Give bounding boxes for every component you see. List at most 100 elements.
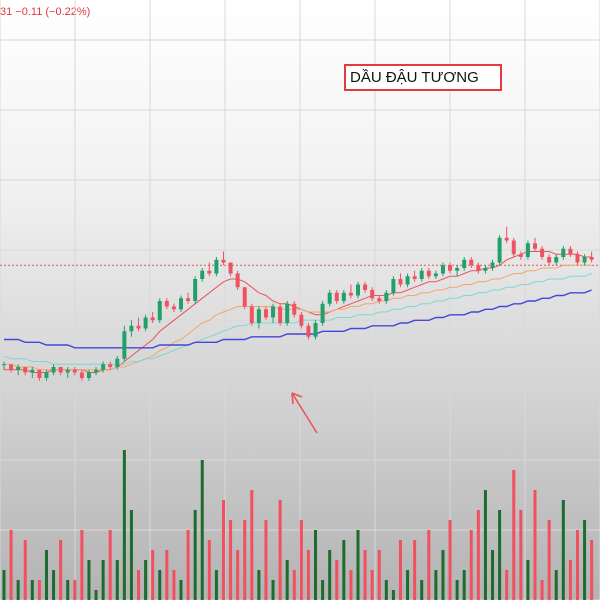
candle-body [249, 306, 254, 323]
volume-bar [512, 470, 516, 600]
candle-body [568, 248, 573, 255]
candle-body [207, 270, 212, 274]
volume-bar [321, 580, 325, 600]
candle-body [79, 372, 84, 378]
volume-bars [2, 450, 594, 600]
candle-body [320, 303, 325, 323]
candle-body [200, 270, 205, 279]
volume-bar [314, 530, 318, 600]
volume-bar [115, 560, 119, 600]
candle-body [561, 248, 566, 257]
volume-bar [278, 500, 282, 600]
volume-bar [80, 530, 84, 600]
volume-bar [207, 540, 211, 600]
candle-body [433, 273, 438, 277]
volume-bar [398, 540, 402, 600]
volume-bar [44, 550, 48, 600]
candle-body [384, 292, 389, 301]
candle-body [313, 323, 318, 337]
volume-bar [328, 550, 332, 600]
candle-body [256, 309, 261, 323]
candle-body [115, 358, 120, 367]
volume-bar [476, 510, 480, 600]
volume-bar [377, 550, 381, 600]
volume-bar [575, 530, 579, 600]
volume-bar [448, 520, 452, 600]
volume-bar [179, 580, 183, 600]
candle-body [334, 292, 339, 301]
volume-bar [250, 490, 254, 600]
candle-body [186, 298, 191, 301]
volume-bar [16, 580, 20, 600]
volume-bar [370, 570, 374, 600]
candle-body [504, 237, 509, 241]
candle-body [490, 262, 495, 268]
volume-bar [236, 550, 240, 600]
candle-body [554, 257, 559, 263]
volume-bar [2, 570, 6, 600]
candle-body [171, 306, 176, 310]
moving-average-line [4, 264, 592, 371]
volume-bar [243, 520, 247, 600]
volume-bar [221, 500, 225, 600]
candle-body [448, 265, 453, 271]
candle-body [533, 243, 537, 249]
volume-bar [52, 570, 56, 600]
price-change-readout: 31 −0.11 (−0.22%) [0, 6, 91, 18]
volume-bar [94, 590, 98, 600]
volume-bar [101, 560, 105, 600]
volume-bar [229, 520, 233, 600]
volume-bar [108, 530, 112, 600]
volume-bar [540, 580, 544, 600]
volume-bar [9, 530, 13, 600]
candle-body [299, 314, 304, 326]
candle-body [122, 331, 127, 359]
candle-body [455, 268, 460, 271]
candle-body [518, 254, 523, 257]
volume-bar [568, 560, 572, 600]
candle-body [214, 259, 219, 274]
candle-body [235, 273, 240, 288]
candle-body [157, 301, 162, 321]
candle-body [164, 301, 169, 307]
candle-body [263, 309, 268, 318]
volume-bar [200, 460, 204, 600]
candle-body [150, 317, 155, 321]
candle-body [497, 237, 502, 263]
candle-body [2, 364, 6, 366]
volume-bar [455, 580, 459, 600]
volume-bar [462, 570, 466, 600]
volume-bar [292, 570, 296, 600]
volume-bar [384, 580, 388, 600]
volume-bar [158, 570, 162, 600]
volume-bar [469, 530, 473, 600]
candle-body [370, 290, 375, 299]
red-arrow-annotation [291, 392, 318, 434]
candle-body [412, 276, 417, 279]
candle-body [86, 372, 91, 378]
moving-average-line [4, 289, 592, 349]
volume-bar [129, 510, 133, 600]
candle-body [540, 248, 545, 257]
candle-body [589, 257, 594, 260]
volume-bar [349, 570, 353, 600]
volume-bar [356, 530, 360, 600]
candle-body [462, 259, 467, 268]
candle-body [363, 284, 368, 290]
volume-bar [583, 520, 587, 600]
candle-body [582, 257, 587, 263]
candle-body [37, 369, 42, 378]
candle-body [547, 257, 552, 263]
volume-bar [122, 450, 126, 600]
volume-bar [193, 510, 197, 600]
candle-body [341, 292, 346, 301]
volume-bar [137, 570, 141, 600]
candle-body [65, 369, 70, 373]
moving-average-line [3, 273, 592, 365]
candle-body [179, 298, 183, 310]
volume-bar [533, 490, 537, 600]
candle-body [469, 259, 474, 266]
